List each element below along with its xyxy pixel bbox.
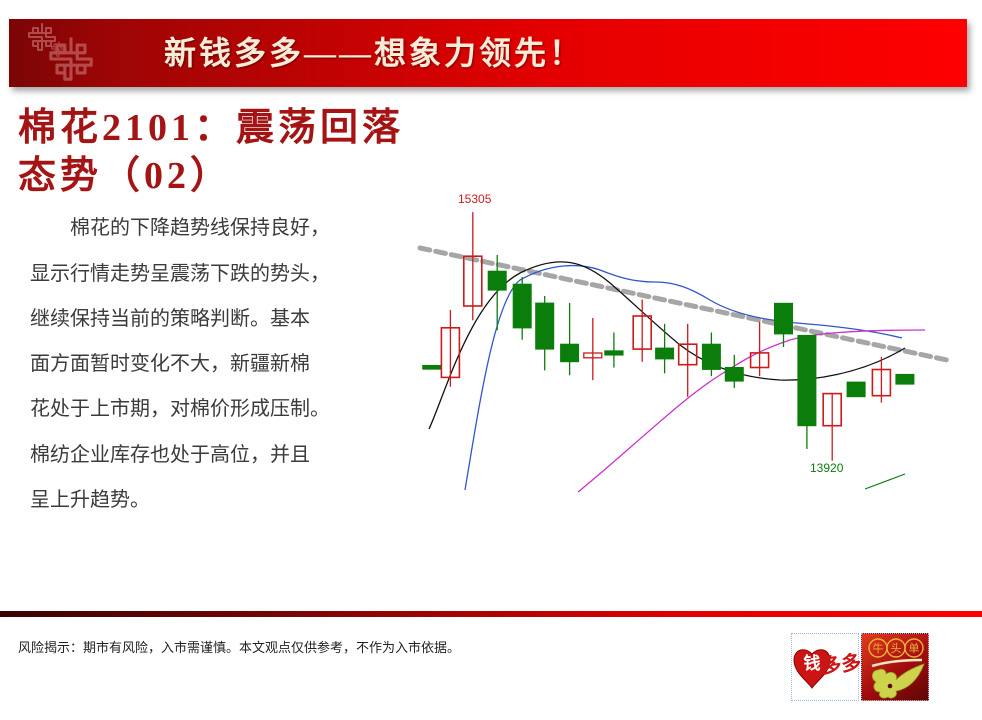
svg-text:单: 单: [909, 642, 920, 655]
svg-text:13920: 13920: [810, 461, 844, 475]
svg-text:牛: 牛: [873, 641, 884, 655]
svg-text:15305: 15305: [458, 192, 492, 206]
svg-text:头: 头: [891, 642, 902, 655]
svg-text:钱: 钱: [804, 653, 821, 673]
